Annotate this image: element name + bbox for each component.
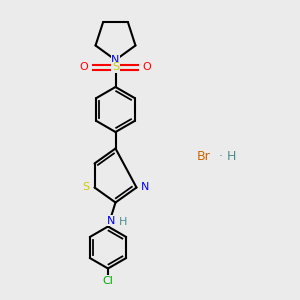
- Text: Cl: Cl: [103, 275, 113, 286]
- Text: H: H: [119, 217, 127, 227]
- Text: S: S: [112, 62, 119, 73]
- Text: · H: · H: [219, 149, 237, 163]
- Text: O: O: [142, 62, 152, 73]
- Text: N: N: [141, 182, 150, 193]
- Text: S: S: [82, 182, 89, 193]
- Text: Br: Br: [197, 149, 211, 163]
- Text: N: N: [111, 55, 120, 65]
- Text: N: N: [107, 215, 115, 226]
- Text: O: O: [80, 62, 88, 73]
